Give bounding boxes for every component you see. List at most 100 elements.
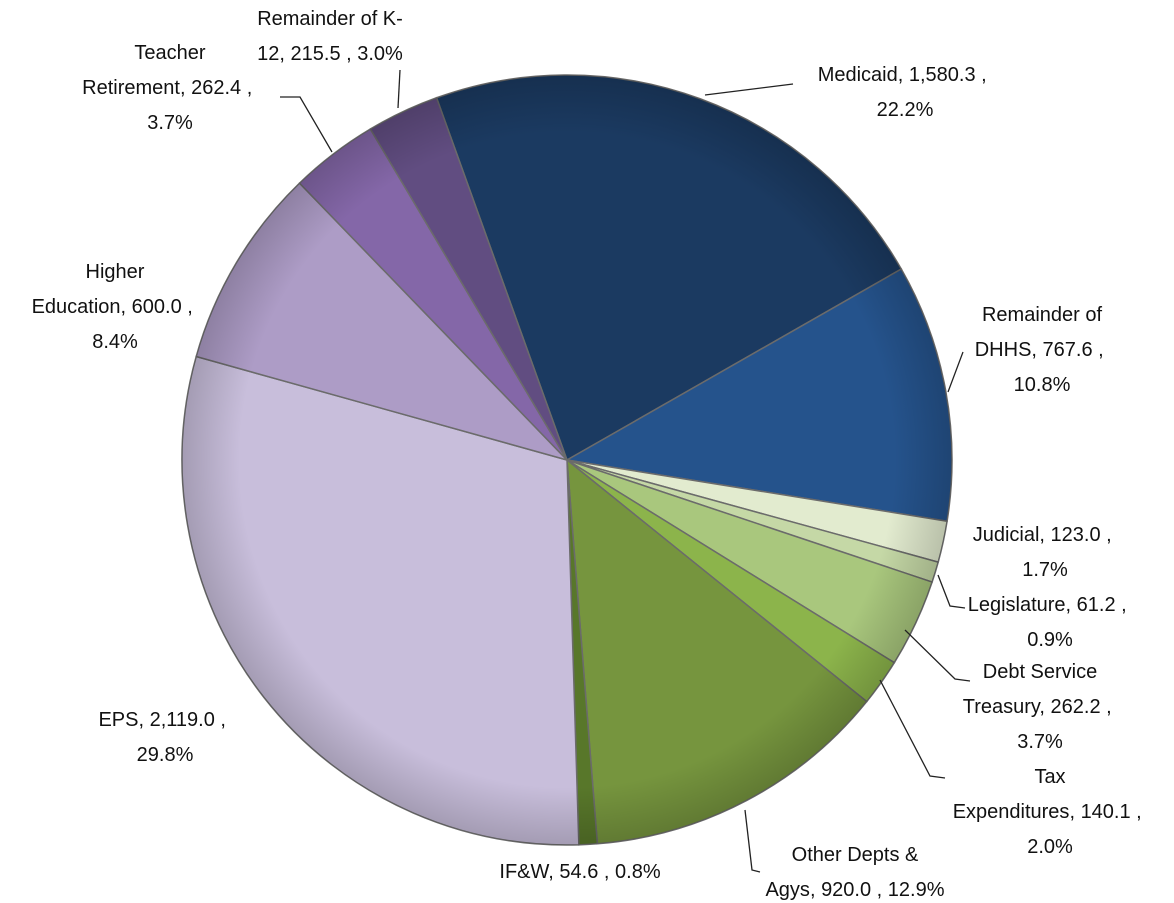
label-separator: , xyxy=(975,64,993,86)
label-value: 61.2 xyxy=(1076,594,1116,616)
label-value-group: 2,119.0 , xyxy=(150,709,232,731)
label-value-group: 54.6 , xyxy=(559,861,615,883)
label-value-group: 123.0 , xyxy=(1051,524,1118,546)
label-name: Remainder of DHHS xyxy=(974,304,1103,361)
leader-line xyxy=(904,629,971,682)
label-value-group: 920.0 , xyxy=(821,879,888,901)
leader-line xyxy=(397,69,401,109)
label-separator: , xyxy=(1031,339,1043,361)
label-percent: 8.4% xyxy=(92,331,138,353)
label-name-group: EPS, xyxy=(98,709,149,731)
label-name: Other Depts & Agys xyxy=(765,844,919,901)
data-label: Medicaid, 1,580.3 , ​22.2% xyxy=(805,58,1005,128)
label-separator: , xyxy=(1100,696,1118,718)
label-value: 123.0 xyxy=(1050,524,1101,546)
label-value-group: 600.0 , xyxy=(132,296,199,318)
label-separator: , xyxy=(279,43,291,65)
label-separator: , xyxy=(897,64,909,86)
label-name-group: Legislature, xyxy=(968,594,1077,616)
data-label: Higher Education, 600.0 , ​8.4% xyxy=(25,255,205,360)
data-label: Legislature, 61.2 , ​0.9% xyxy=(950,588,1150,658)
label-name: Judicial xyxy=(972,524,1040,546)
label-separator: , xyxy=(181,296,199,318)
label-name-group: Higher Education, xyxy=(32,261,145,318)
label-value: 1,580.3 xyxy=(908,64,976,86)
label-value-group: 262.2 , xyxy=(1051,696,1118,718)
data-label: Remainder of DHHS, 767.6 , ​10.8% xyxy=(967,298,1117,403)
label-separator: , xyxy=(179,77,192,99)
label-separator: , xyxy=(340,43,358,65)
label-value: 262.2 xyxy=(1050,696,1101,718)
data-label: Tax Expenditures, 140.1 , ​2.0% xyxy=(950,760,1150,865)
label-percent: 29.8% xyxy=(136,744,194,766)
label-percent: 3.7% xyxy=(1017,731,1063,753)
label-value: 262.4 xyxy=(191,77,242,99)
label-name: Legislature xyxy=(967,594,1066,616)
label-name: Remainder of K-12 xyxy=(257,8,403,65)
label-value: 2,119.0 xyxy=(149,709,215,731)
label-value: 920.0 xyxy=(821,879,872,901)
label-value: 140.1 xyxy=(1080,801,1131,823)
label-separator: , xyxy=(809,879,822,901)
label-name-group: Remainder of K-12, xyxy=(257,8,403,65)
label-name-group: Other Depts & Agys, xyxy=(765,844,918,901)
label-name-group: Judicial, xyxy=(973,524,1051,546)
label-name: Teacher Retirement xyxy=(82,42,206,99)
label-value-group: 140.1 , xyxy=(1081,801,1148,823)
label-separator: , xyxy=(598,861,616,883)
label-separator: , xyxy=(241,77,258,99)
data-label: Other Depts & Agys, 920.0 , ​12.9% xyxy=(765,838,945,903)
label-separator: , xyxy=(1065,594,1077,616)
data-label: EPS, 2,119.0 , ​29.8% xyxy=(80,703,250,773)
label-percent: 3.0% xyxy=(357,43,403,65)
label-percent: 2.0% xyxy=(1027,836,1073,858)
label-value-group: 262.4 , xyxy=(191,77,258,99)
label-separator: , xyxy=(1100,524,1118,546)
label-separator: , xyxy=(214,709,232,731)
label-percent: 22.2% xyxy=(876,99,934,121)
label-name-group: Medicaid, xyxy=(818,64,909,86)
label-value: 767.6 xyxy=(1042,339,1093,361)
label-separator: , xyxy=(871,879,888,901)
label-name: EPS xyxy=(98,709,139,731)
data-label: Teacher Retirement, 262.4 , ​3.7% xyxy=(80,36,260,141)
label-value-group: 1,580.3 , xyxy=(909,64,992,86)
data-label: IF&W, 54.6 , ​0.8% xyxy=(455,855,705,890)
label-value-group: 215.5 , xyxy=(291,43,358,65)
leader-line xyxy=(280,96,333,153)
label-name-group: Teacher Retirement, xyxy=(82,42,205,99)
leader-line xyxy=(704,83,794,96)
label-name-group: Tax Expenditures, xyxy=(953,766,1081,823)
label-name: Tax Expenditures xyxy=(952,766,1070,823)
leader-line xyxy=(937,574,966,609)
label-separator: , xyxy=(1115,594,1133,616)
label-name: IF&W xyxy=(499,861,549,883)
label-name: Higher Education xyxy=(31,261,145,318)
data-label: Judicial, 123.0 , ​1.7% xyxy=(955,518,1135,588)
label-percent: 0.8% xyxy=(615,861,661,883)
leader-line xyxy=(744,809,761,873)
label-name-group: Debt Service Treasury, xyxy=(963,661,1098,718)
label-value: 600.0 xyxy=(131,296,182,318)
label-separator: , xyxy=(138,709,150,731)
label-separator: , xyxy=(1130,801,1148,823)
label-value-group: 61.2 , xyxy=(1077,594,1133,616)
label-value: 54.6 xyxy=(559,861,599,883)
label-name-group: Remainder of DHHS, xyxy=(975,304,1102,361)
label-value: 215.5 xyxy=(290,43,341,65)
label-name: Debt Service Treasury xyxy=(962,661,1098,718)
label-separator: , xyxy=(1092,339,1110,361)
leader-line xyxy=(947,351,964,393)
label-name: Medicaid xyxy=(817,64,898,86)
label-separator: , xyxy=(1039,524,1051,546)
label-separator: , xyxy=(1039,696,1051,718)
label-separator: , xyxy=(548,861,560,883)
label-percent: 3.7% xyxy=(147,112,193,134)
label-percent: 0.9% xyxy=(1027,629,1073,651)
data-label: Debt Service Treasury, 262.2 , ​3.7% xyxy=(945,655,1135,760)
leader-line xyxy=(879,679,946,779)
label-separator: , xyxy=(1069,801,1081,823)
data-label: Remainder of K-12, 215.5 , ​3.0% xyxy=(230,2,430,72)
label-percent: 10.8% xyxy=(1013,374,1071,396)
